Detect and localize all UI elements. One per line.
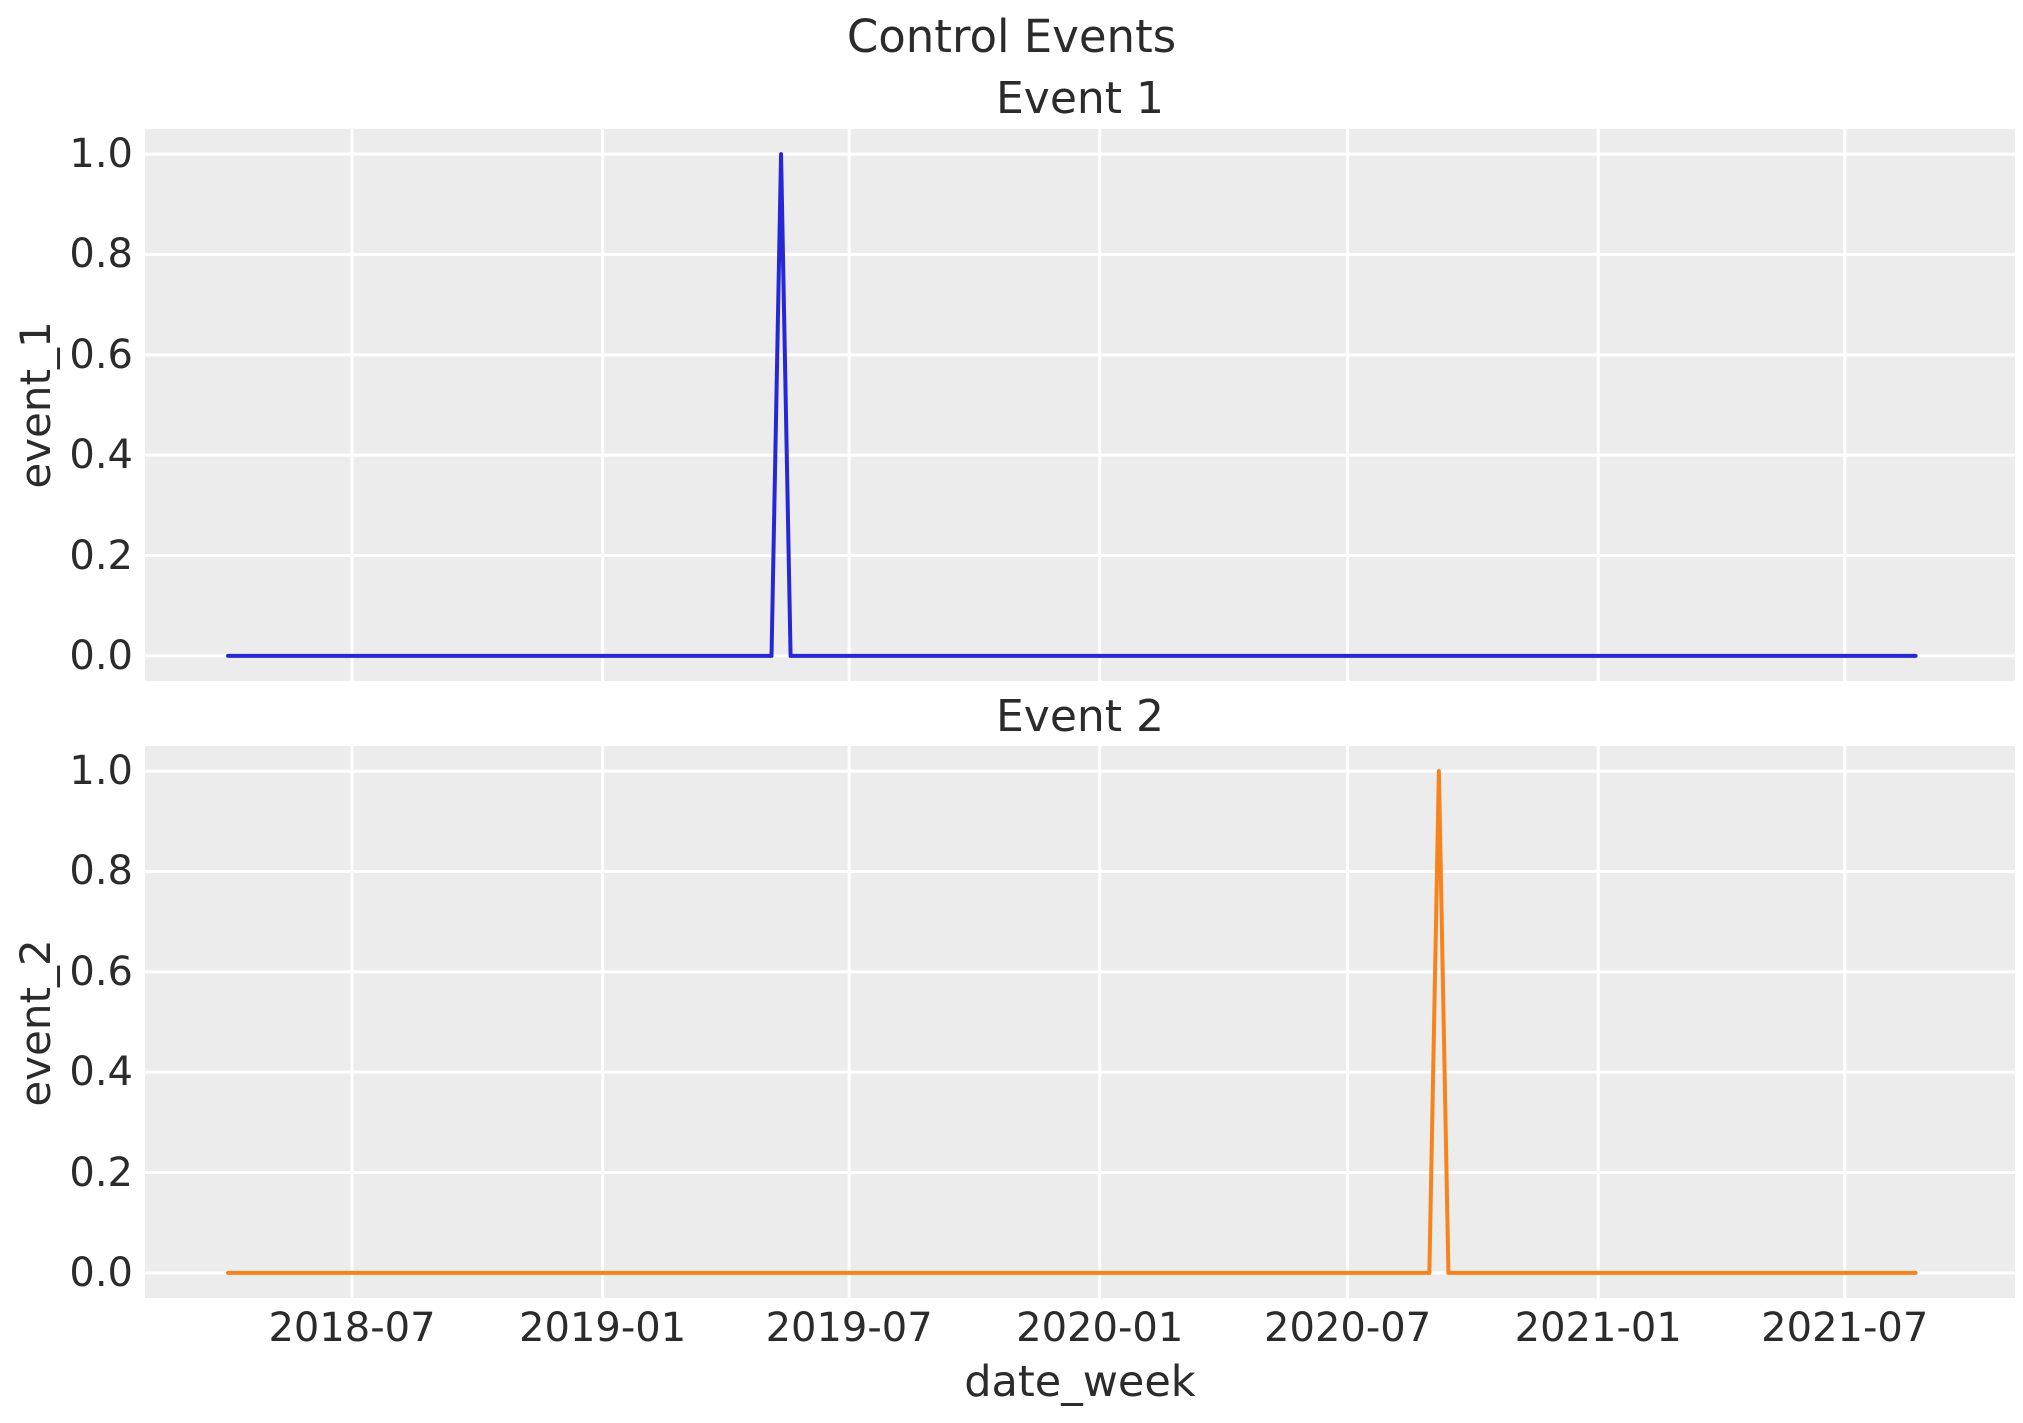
- subplot-title-event-1: Event 1: [995, 73, 1165, 124]
- x-axis-label: date_week: [964, 1357, 1196, 1407]
- y-tick-label: 0.6: [69, 948, 133, 995]
- y-axis-label-event-2: event_2: [11, 939, 60, 1107]
- chart-svg-event_1: [145, 129, 2015, 681]
- y-tick-label: 1.0: [69, 748, 133, 795]
- x-tick-label: 2021-07: [1761, 1305, 1929, 1351]
- subplot-title-event-2: Event 2: [995, 691, 1165, 742]
- y-tick-label: 0.0: [69, 1249, 133, 1296]
- series-line-event_1: [226, 152, 1918, 658]
- y-axis-label-event-1: event_1: [11, 321, 60, 489]
- x-tick-label: 2020-07: [1264, 1305, 1432, 1351]
- y-tick-label: 0.2: [69, 1149, 133, 1196]
- plot-area-event-2: [145, 746, 2015, 1298]
- plot-area-event-1: [145, 129, 2015, 681]
- y-tick-label: 0.8: [69, 231, 133, 278]
- y-tick-label: 0.2: [69, 532, 133, 579]
- chart-svg-event_2: [145, 746, 2015, 1298]
- y-tick-label: 0.0: [69, 632, 133, 679]
- y-tick-label: 0.4: [69, 1049, 133, 1096]
- series-line-event_2: [226, 769, 1918, 1275]
- figure-suptitle: Control Events: [846, 10, 1177, 63]
- x-tick-label: 2019-07: [765, 1305, 933, 1351]
- x-tick-label: 2018-07: [268, 1305, 436, 1351]
- x-tick-label: 2021-01: [1514, 1305, 1682, 1351]
- y-tick-label: 0.6: [69, 331, 133, 378]
- y-tick-label: 0.8: [69, 848, 133, 895]
- y-tick-label: 0.4: [69, 432, 133, 479]
- y-tick-label: 1.0: [69, 131, 133, 178]
- x-tick-label: 2019-01: [519, 1305, 687, 1351]
- x-tick-label: 2020-01: [1016, 1305, 1184, 1351]
